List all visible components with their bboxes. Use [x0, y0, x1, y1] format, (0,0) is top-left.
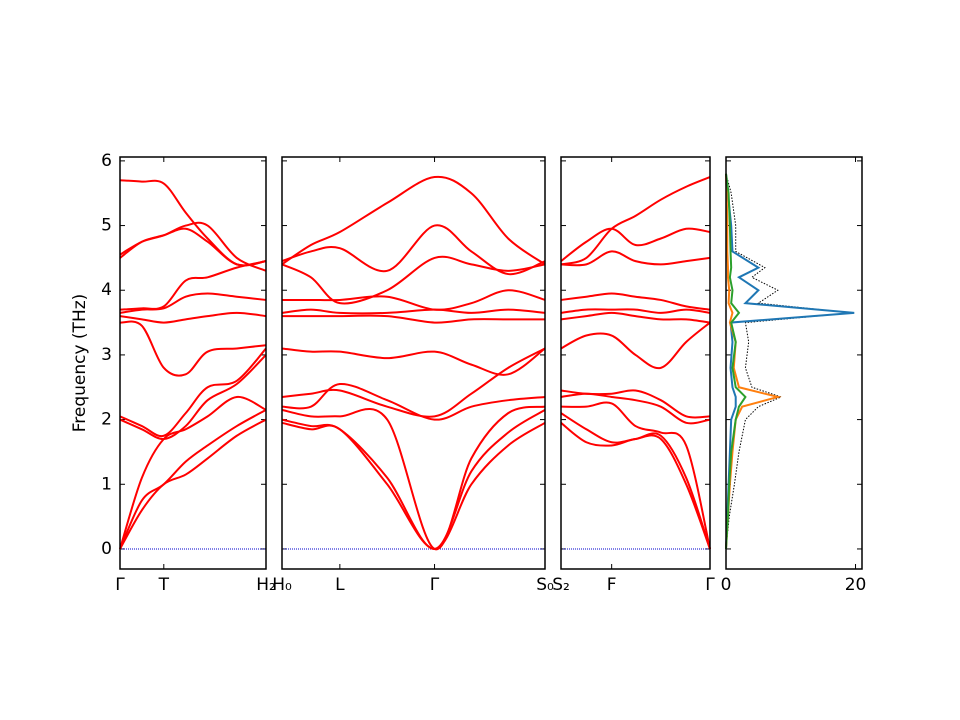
- y-tick-label: 0: [101, 539, 112, 559]
- band-line: [281, 421, 546, 550]
- y-tick-label: 4: [101, 280, 112, 300]
- band-line: [119, 179, 267, 267]
- band-line: [281, 405, 546, 550]
- band-line: [119, 395, 267, 550]
- band-line: [281, 308, 546, 315]
- band-line: [119, 221, 267, 272]
- x-tick-label: 0: [721, 575, 732, 595]
- band-line: [119, 418, 267, 550]
- band-line: [281, 347, 546, 418]
- axes-frame: [281, 156, 546, 570]
- x-tick-label: Γ: [430, 575, 440, 595]
- y-tick-label: 2: [101, 410, 112, 430]
- x-tick-label: L: [335, 575, 345, 595]
- x-tick-label: S₂: [552, 575, 570, 595]
- y-tick-label: 1: [101, 474, 112, 494]
- band-line: [560, 292, 711, 311]
- band-line: [281, 347, 546, 376]
- x-tick-label: F: [607, 575, 617, 595]
- axes-frame: [119, 156, 267, 570]
- band-line: [119, 320, 267, 377]
- band-line: [282, 314, 545, 324]
- axes-frame: [725, 156, 863, 570]
- band-line: [560, 176, 711, 266]
- band-line: [281, 409, 546, 550]
- band-line: [560, 227, 711, 262]
- band-line: [119, 311, 267, 324]
- band-line: [560, 412, 711, 550]
- band-line: [281, 383, 546, 421]
- band-line: [560, 250, 711, 267]
- x-tick-label: T: [158, 575, 170, 595]
- band-line: [119, 227, 267, 267]
- band-line: [119, 409, 267, 550]
- x-tick-label: Γ: [705, 575, 715, 595]
- x-tick-label: H₀: [272, 575, 292, 595]
- band-line: [281, 175, 546, 266]
- x-tick-label: S₀: [536, 575, 554, 595]
- band-line: [560, 389, 711, 419]
- y-axis-label: Frequency (THz): [70, 294, 90, 433]
- band-line: [560, 321, 711, 370]
- band-line: [281, 224, 546, 276]
- band-line: [560, 311, 711, 324]
- band-line: [560, 422, 711, 550]
- band-line: [282, 289, 546, 311]
- band-line: [119, 354, 267, 440]
- band-line: [119, 260, 267, 311]
- dos-line: [725, 173, 853, 549]
- band-line: [281, 255, 546, 305]
- y-tick-label: 6: [101, 151, 112, 171]
- axes-frame: [560, 156, 711, 570]
- y-tick-label: 3: [101, 345, 112, 365]
- band-line: [560, 392, 711, 425]
- dos-line: [725, 173, 855, 549]
- x-tick-label: Γ: [115, 575, 125, 595]
- band-line: [119, 347, 267, 438]
- band-line: [119, 292, 267, 314]
- x-tick-label: H₂: [256, 575, 276, 595]
- x-tick-label: 20: [845, 575, 867, 595]
- band-line: [560, 308, 711, 314]
- dos-line: [725, 173, 747, 550]
- y-tick-label: 5: [101, 216, 112, 236]
- band-line: [560, 401, 711, 550]
